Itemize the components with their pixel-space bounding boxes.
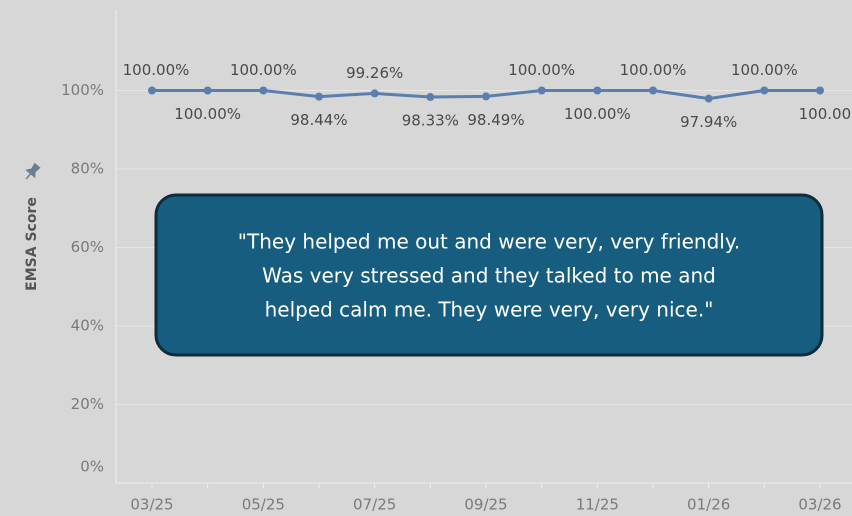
data-label: 97.94% bbox=[680, 113, 737, 131]
annotation-text: "They helped me out and were very, very … bbox=[238, 230, 740, 254]
data-label: 98.33% bbox=[402, 112, 459, 130]
x-tick-label: 05/25 bbox=[242, 496, 285, 514]
data-label: 100.00% bbox=[174, 105, 241, 123]
data-point bbox=[148, 86, 156, 95]
data-point bbox=[426, 93, 435, 102]
annotation-box bbox=[154, 193, 824, 357]
data-point bbox=[760, 86, 769, 95]
data-point bbox=[593, 86, 602, 95]
y-tick-label: 80% bbox=[71, 160, 104, 178]
data-label: 100.00% bbox=[508, 61, 575, 79]
y-tick-label: 100% bbox=[61, 81, 104, 99]
data-point bbox=[704, 94, 713, 103]
pin-icon bbox=[25, 162, 41, 180]
data-label: 100.00% bbox=[123, 61, 190, 79]
data-label: 100.00% bbox=[731, 61, 798, 79]
x-tick-label: 03/25 bbox=[130, 496, 173, 514]
data-label: 100.00% bbox=[230, 61, 297, 79]
data-label: 100.00% bbox=[799, 105, 852, 123]
data-label: 99.26% bbox=[346, 64, 403, 82]
data-point bbox=[649, 86, 657, 95]
x-tick-label: 09/25 bbox=[464, 496, 507, 514]
data-point bbox=[482, 92, 490, 101]
y-tick-label: 60% bbox=[71, 238, 104, 256]
data-point bbox=[259, 86, 268, 95]
x-tick-label: 07/25 bbox=[353, 496, 396, 514]
data-label: 98.49% bbox=[467, 111, 524, 129]
data-point bbox=[537, 86, 546, 95]
x-tick-label: 01/26 bbox=[687, 496, 730, 514]
annotation-text: helped calm me. They were very, very nic… bbox=[265, 298, 714, 322]
x-tick-label: 11/25 bbox=[576, 496, 619, 514]
data-label: 100.00% bbox=[564, 105, 631, 123]
data-point bbox=[816, 86, 824, 95]
y-tick-label: 20% bbox=[71, 395, 104, 413]
x-tick-label: 03/26 bbox=[798, 496, 841, 514]
data-point bbox=[370, 89, 379, 98]
data-point bbox=[203, 86, 212, 95]
data-point bbox=[315, 92, 323, 101]
y-tick-label: 40% bbox=[71, 317, 104, 335]
annotation-text: Was very stressed and they talked to me … bbox=[262, 264, 716, 288]
data-label: 100.00% bbox=[620, 61, 687, 79]
y-tick-label: 0% bbox=[80, 458, 104, 476]
data-label: 98.44% bbox=[290, 111, 347, 129]
y-axis-title: EMSA Score bbox=[24, 197, 40, 291]
